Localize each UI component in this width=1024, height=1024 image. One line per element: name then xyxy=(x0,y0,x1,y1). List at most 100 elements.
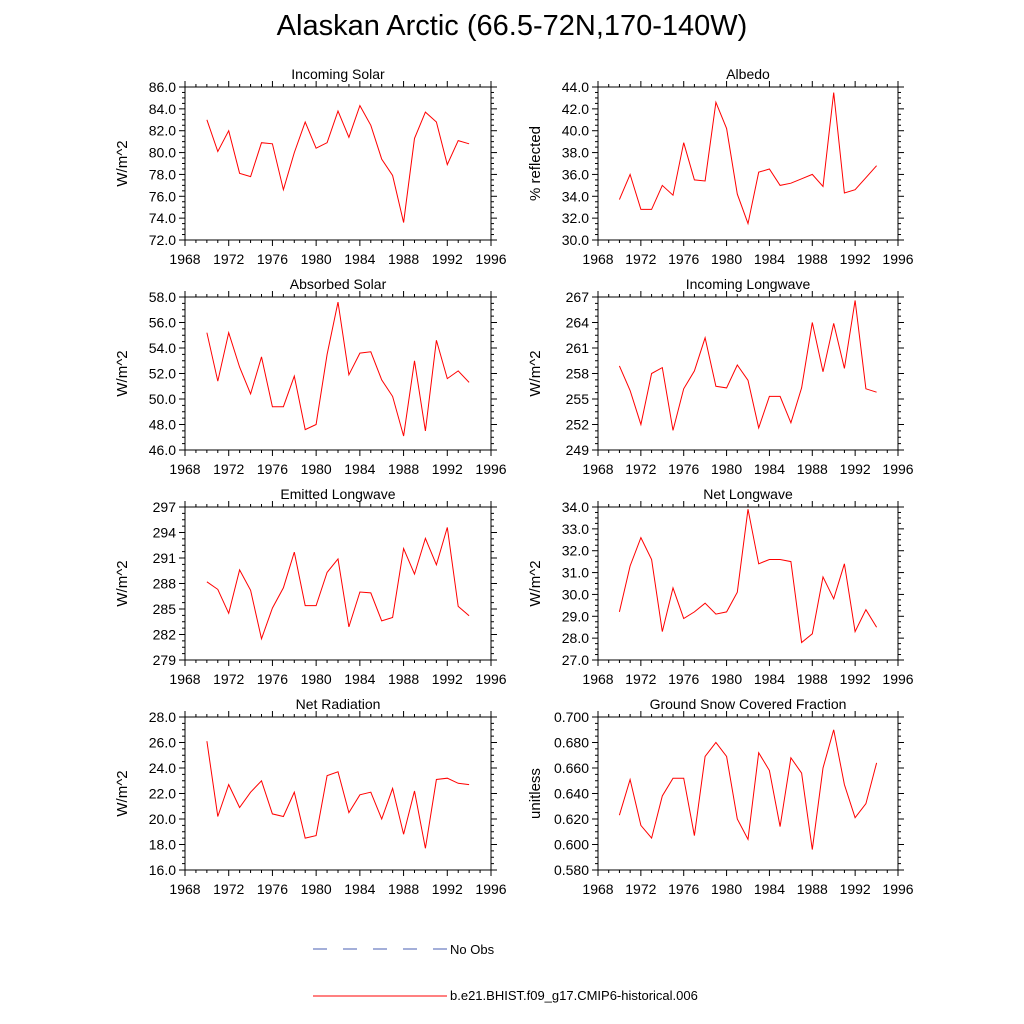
series-line xyxy=(206,104,470,223)
y-tick-label: 72.0 xyxy=(149,232,176,248)
y-tick-label: 0.680 xyxy=(554,735,589,751)
x-tick-label: 1996 xyxy=(882,881,913,897)
y-tick-label: 46.0 xyxy=(149,442,176,458)
x-tick-label: 1980 xyxy=(711,251,742,267)
y-tick-label: 20.0 xyxy=(149,811,176,827)
y-tick-label: 249 xyxy=(566,442,590,458)
plot-frame xyxy=(597,86,899,241)
y-tick-label: 297 xyxy=(153,499,177,515)
y-tick-label: 282 xyxy=(153,627,177,643)
x-tick-label: 1980 xyxy=(301,251,332,267)
y-tick-label: 30.0 xyxy=(562,586,589,602)
x-tick-label: 1968 xyxy=(169,461,200,477)
x-tick-label: 1968 xyxy=(582,881,613,897)
x-tick-label: 1980 xyxy=(711,461,742,477)
y-tick-label: 56.0 xyxy=(149,315,176,331)
legend: No Obs b.e21.BHIST.f09_g17.CMIP6-historic… xyxy=(313,942,698,1003)
x-tick-label: 1976 xyxy=(257,881,288,897)
plot-frame xyxy=(597,506,899,661)
y-tick-label: 294 xyxy=(153,525,177,541)
panel-title: Net Radiation xyxy=(296,696,381,712)
y-tick-label: 82.0 xyxy=(149,123,176,139)
x-tick-label: 1988 xyxy=(388,671,419,687)
x-tick-label: 1976 xyxy=(257,251,288,267)
y-tick-label: 34.0 xyxy=(562,188,589,204)
panel-3: Absorbed Solar W/m^2 46.0 48.0 50.0 52.0 54.0 5… xyxy=(114,276,507,477)
y-tick-label: 0.600 xyxy=(554,837,589,853)
y-tick-label: 54.0 xyxy=(149,340,176,356)
y-tick-label: 0.580 xyxy=(554,862,589,878)
x-tick-label: 1996 xyxy=(475,881,506,897)
x-tick-label: 1972 xyxy=(213,671,244,687)
y-tick-label: 86.0 xyxy=(149,79,176,95)
x-tick-label: 1988 xyxy=(388,881,419,897)
x-tick-label: 1996 xyxy=(475,461,506,477)
y-tick-label: 24.0 xyxy=(149,760,176,776)
panel-title: Ground Snow Covered Fraction xyxy=(650,696,847,712)
y-tick-label: 52.0 xyxy=(149,366,176,382)
y-tick-label: 264 xyxy=(566,315,590,331)
x-tick-label: 1988 xyxy=(797,251,828,267)
y-tick-label: 78.0 xyxy=(149,166,176,182)
y-tick-label: 36.0 xyxy=(562,166,589,182)
x-tick-label: 1980 xyxy=(711,671,742,687)
y-tick-label: 28.0 xyxy=(562,630,589,646)
y-tick-label: 291 xyxy=(153,550,177,566)
x-tick-label: 1968 xyxy=(169,671,200,687)
panel-2: Albedo % reflected 30.0 32.0 34.0 36.0 38.0 40.… xyxy=(527,66,914,267)
x-tick-label: 1988 xyxy=(797,881,828,897)
x-tick-label: 1976 xyxy=(668,671,699,687)
y-axis-label: W/m^2 xyxy=(527,350,544,396)
panel-title: Absorbed Solar xyxy=(290,276,387,292)
series-line xyxy=(618,729,878,850)
legend-obs-label: No Obs xyxy=(450,942,495,957)
x-tick-label: 1972 xyxy=(625,671,656,687)
x-tick-label: 1988 xyxy=(388,251,419,267)
y-tick-label: 40.0 xyxy=(562,123,589,139)
y-tick-label: 267 xyxy=(566,289,590,305)
x-tick-label: 1968 xyxy=(582,251,613,267)
x-tick-label: 1968 xyxy=(169,881,200,897)
x-tick-label: 1984 xyxy=(344,251,375,267)
y-tick-label: 255 xyxy=(566,391,590,407)
y-tick-label: 261 xyxy=(566,340,590,356)
x-tick-label: 1984 xyxy=(754,881,785,897)
x-tick-label: 1988 xyxy=(797,671,828,687)
x-tick-label: 1984 xyxy=(344,671,375,687)
y-tick-label: 258 xyxy=(566,366,590,382)
y-tick-label: 58.0 xyxy=(149,289,176,305)
x-tick-label: 1968 xyxy=(582,671,613,687)
x-tick-label: 1984 xyxy=(344,881,375,897)
x-tick-label: 1996 xyxy=(882,671,913,687)
y-axis-label: W/m^2 xyxy=(114,770,131,816)
y-tick-label: 42.0 xyxy=(562,101,589,117)
y-tick-label: 0.640 xyxy=(554,786,589,802)
y-tick-label: 285 xyxy=(153,601,177,617)
x-tick-label: 1992 xyxy=(840,461,871,477)
plot-frame xyxy=(184,716,492,871)
x-tick-label: 1996 xyxy=(882,251,913,267)
y-axis-label: W/m^2 xyxy=(527,560,544,606)
y-tick-label: 16.0 xyxy=(149,862,176,878)
x-tick-label: 1972 xyxy=(625,461,656,477)
y-tick-label: 279 xyxy=(153,652,177,668)
y-tick-label: 18.0 xyxy=(149,837,176,853)
x-tick-label: 1972 xyxy=(625,251,656,267)
y-axis-label: W/m^2 xyxy=(114,560,131,606)
y-tick-label: 31.0 xyxy=(562,565,589,581)
x-tick-label: 1972 xyxy=(213,461,244,477)
x-tick-label: 1972 xyxy=(625,881,656,897)
x-tick-label: 1992 xyxy=(840,671,871,687)
y-tick-label: 28.0 xyxy=(149,709,176,725)
x-tick-label: 1980 xyxy=(301,881,332,897)
panel-7: Net Radiation W/m^2 16.0 18.0 20.0 22.0 24.0 26… xyxy=(114,696,507,897)
y-axis-label: % reflected xyxy=(527,126,544,201)
y-axis-label: W/m^2 xyxy=(114,350,131,396)
x-tick-label: 1992 xyxy=(432,461,463,477)
panel-1: Incoming Solar W/m^2 72.0 74.0 76.0 78.0 80.0 8… xyxy=(114,66,507,267)
y-tick-label: 84.0 xyxy=(149,101,176,117)
panel-4: Incoming Longwave W/m^2 249 252 255 258 261 264… xyxy=(527,276,914,477)
plot-frame xyxy=(184,296,492,451)
y-tick-label: 22.0 xyxy=(149,786,176,802)
y-tick-label: 34.0 xyxy=(562,499,589,515)
